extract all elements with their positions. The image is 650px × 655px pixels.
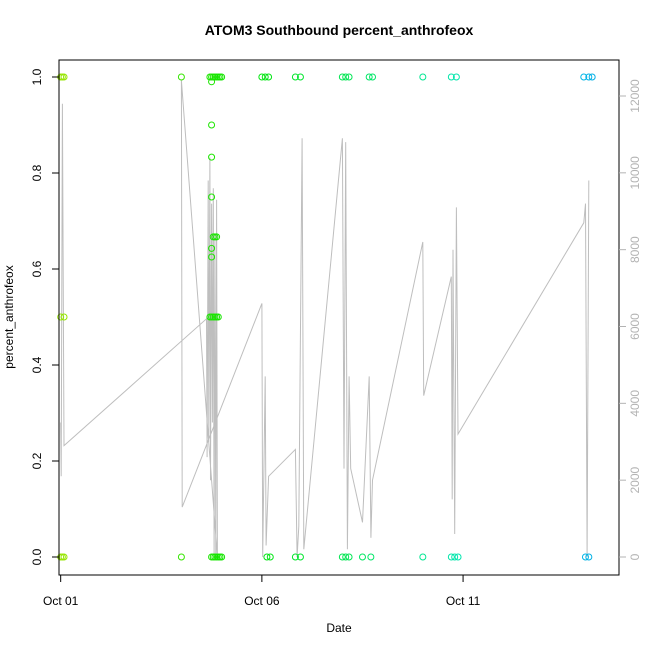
data-point [258, 73, 266, 81]
data-point [208, 121, 216, 129]
data-point [447, 553, 455, 561]
chart-title: ATOM3 Southbound percent_anthrofeox [205, 22, 474, 38]
data-point [585, 553, 593, 561]
data-point [338, 553, 346, 561]
data-point [208, 78, 216, 86]
data-point [177, 553, 185, 561]
secondary-line-layer [60, 80, 590, 558]
data-point [345, 553, 353, 561]
secondary-series-line [60, 80, 590, 558]
data-point [261, 73, 269, 81]
data-point [358, 553, 366, 561]
data-point [265, 73, 273, 81]
data-point [419, 73, 427, 81]
data-point [342, 73, 350, 81]
data-point [263, 553, 271, 561]
data-point [291, 553, 299, 561]
data-point [57, 313, 65, 321]
data-point [208, 253, 216, 261]
data-point [213, 233, 221, 241]
data-point [585, 73, 593, 81]
y2-tick-label: 8000 [628, 236, 642, 263]
data-point [452, 73, 460, 81]
data-point [266, 553, 274, 561]
data-point [208, 153, 216, 161]
data-point [581, 553, 589, 561]
y2-tick-label: 6000 [628, 313, 642, 340]
x-tick-label: Oct 01 [43, 594, 79, 608]
data-point [218, 73, 226, 81]
y-axis-label: percent_anthrofeox [2, 265, 16, 368]
data-point [296, 73, 304, 81]
x-axis-label: Date [326, 621, 352, 635]
data-point [291, 73, 299, 81]
data-point [218, 553, 226, 561]
data-point [60, 313, 68, 321]
points-layer [57, 73, 596, 561]
data-point [369, 73, 377, 81]
axes-layer: 0.0 0.2 0.4 0.6 0.8 1.0 0 2000 4000 6000 8000 10000… [30, 59, 642, 608]
data-point [345, 73, 353, 81]
data-point [338, 73, 346, 81]
y-tick-label: 0.4 [30, 356, 44, 373]
y2-tick-label: 12000 [628, 79, 642, 113]
data-point [588, 73, 596, 81]
data-point [214, 313, 222, 321]
x-tick-label: Oct 06 [244, 594, 280, 608]
y2-tick-label: 0 [628, 553, 642, 560]
data-point [208, 193, 216, 201]
data-point [208, 244, 216, 252]
y2-tick-label: 4000 [628, 390, 642, 417]
data-point [60, 73, 68, 81]
data-point [342, 553, 350, 561]
data-point [296, 553, 304, 561]
data-point [419, 553, 427, 561]
y-tick-label: 1.0 [30, 68, 44, 85]
data-point [365, 73, 373, 81]
data-point [580, 73, 588, 81]
y-tick-label: 0.8 [30, 164, 44, 181]
x-tick-label: Oct 11 [446, 594, 481, 608]
data-point [447, 73, 455, 81]
y-tick-label: 0.0 [30, 548, 44, 565]
data-point [367, 553, 375, 561]
data-point [454, 553, 462, 561]
data-point [451, 553, 459, 561]
data-point [60, 553, 68, 561]
y-tick-label: 0.6 [30, 260, 44, 277]
y-tick-label: 0.2 [30, 452, 44, 469]
y2-tick-label: 10000 [628, 156, 642, 190]
y2-tick-label: 2000 [628, 466, 642, 493]
data-point [177, 73, 185, 81]
plot-frame [58, 59, 620, 576]
